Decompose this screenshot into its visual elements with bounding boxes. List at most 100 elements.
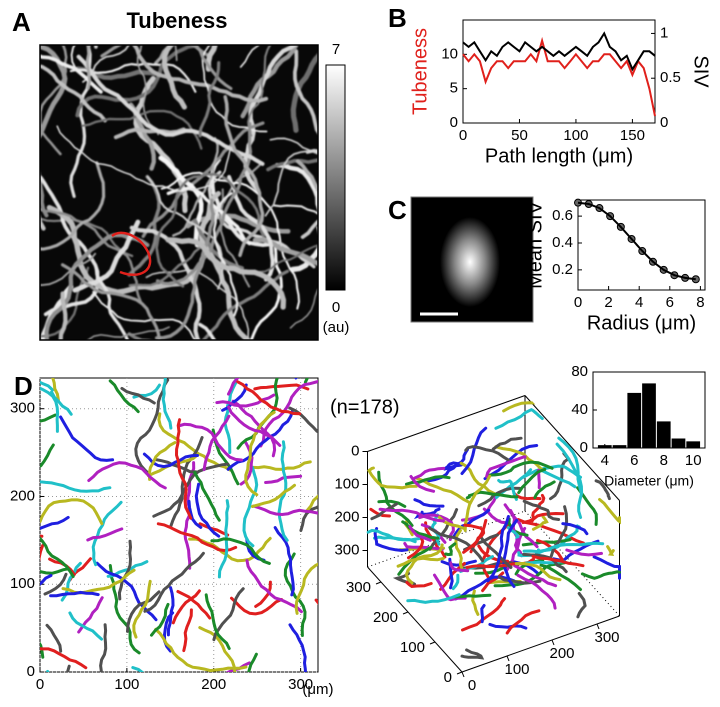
y-tick-label: 0 bbox=[27, 663, 35, 680]
vessel-trace bbox=[522, 499, 561, 521]
vessel-trace bbox=[565, 548, 603, 557]
x-tick bbox=[551, 639, 555, 646]
vessel bbox=[113, 127, 186, 140]
vessel-trace bbox=[156, 522, 238, 553]
vessel-trace bbox=[40, 480, 112, 493]
y2-tick-label: 1 bbox=[660, 24, 668, 41]
vessel-trace bbox=[40, 413, 57, 423]
x-tick bbox=[506, 655, 510, 662]
vessel-trace bbox=[454, 593, 492, 599]
vessel-trace bbox=[132, 579, 152, 639]
vessel bbox=[40, 207, 143, 304]
psf-frame bbox=[410, 196, 534, 323]
vessel-trace bbox=[210, 537, 271, 565]
vessel-trace bbox=[488, 622, 528, 630]
vessel-trace bbox=[227, 405, 282, 447]
vessel bbox=[295, 159, 318, 193]
vessel-trace bbox=[460, 426, 488, 475]
x-tick-label: 50 bbox=[511, 127, 528, 144]
x-tick-label: 8 bbox=[660, 452, 668, 469]
vessel-trace bbox=[40, 380, 55, 392]
x-tick-label: 300 bbox=[594, 629, 619, 646]
vessel bbox=[166, 186, 252, 246]
vessel-trace bbox=[294, 562, 318, 615]
series-line bbox=[462, 36, 656, 117]
x-tick-label: 6 bbox=[666, 294, 674, 311]
vessel-trace bbox=[465, 490, 519, 500]
vessel bbox=[86, 326, 170, 340]
vessel-trace bbox=[166, 586, 175, 637]
vessel bbox=[40, 161, 106, 251]
vessel-trace bbox=[242, 465, 259, 548]
y-tick-label: 200 bbox=[10, 487, 35, 504]
vessel-trace bbox=[460, 648, 485, 660]
vessel bbox=[75, 45, 198, 118]
vessel-trace bbox=[486, 460, 554, 477]
vessel-trace bbox=[444, 542, 457, 556]
vessel-trace bbox=[87, 461, 167, 490]
y-tick-label: 0 bbox=[580, 439, 588, 456]
vessel bbox=[127, 269, 290, 340]
vessel-trace bbox=[147, 441, 177, 481]
vessel-trace bbox=[40, 647, 88, 670]
vessel-trace bbox=[373, 527, 409, 553]
vessel bbox=[249, 244, 283, 340]
vessel-trace bbox=[59, 415, 115, 462]
vessel bbox=[40, 175, 100, 317]
vessel-trace bbox=[91, 500, 123, 567]
plot-frame bbox=[462, 19, 656, 124]
box-edge bbox=[524, 395, 620, 501]
vessel-trace bbox=[413, 498, 445, 508]
vessel bbox=[44, 232, 150, 340]
y-tick-label: 10 bbox=[441, 45, 458, 62]
vessel-trace bbox=[154, 627, 248, 672]
x-tick-label: 100 bbox=[114, 676, 139, 693]
x-tick-label: 300 bbox=[288, 676, 313, 693]
vessel-trace bbox=[397, 546, 433, 576]
vessel bbox=[193, 218, 244, 270]
vessel-trace bbox=[252, 504, 318, 517]
vessel-trace bbox=[40, 567, 71, 575]
bar bbox=[612, 445, 627, 448]
vessel-trace bbox=[254, 580, 272, 608]
vessel-trace bbox=[259, 379, 318, 448]
vessel bbox=[58, 291, 68, 340]
y-tick-label: 5 bbox=[450, 80, 458, 97]
vessel bbox=[272, 204, 318, 215]
vessel bbox=[40, 45, 68, 156]
vessel-trace bbox=[40, 536, 75, 578]
vessel-trace bbox=[378, 507, 445, 523]
vessel-trace bbox=[108, 379, 140, 414]
vessel bbox=[129, 225, 202, 340]
vessel-trace bbox=[513, 564, 558, 588]
vessel bbox=[128, 246, 202, 287]
vessel-trace bbox=[480, 604, 486, 624]
bar bbox=[642, 383, 656, 448]
y-axis-label: SIV bbox=[690, 55, 712, 88]
vessel-trace bbox=[533, 480, 556, 499]
vessel bbox=[160, 171, 301, 310]
vessel bbox=[243, 45, 298, 193]
vessel-trace bbox=[245, 559, 303, 614]
z-tick-label: 100 bbox=[334, 475, 359, 492]
vessel-trace bbox=[502, 518, 519, 588]
vessel-trace bbox=[502, 401, 536, 413]
vessel bbox=[290, 52, 318, 133]
vessel-trace bbox=[236, 380, 302, 416]
vessel-trace bbox=[418, 513, 455, 541]
vessel bbox=[252, 237, 318, 267]
vessel-trace bbox=[50, 390, 73, 416]
vessel-trace bbox=[49, 590, 100, 598]
vessel-trace bbox=[403, 542, 444, 552]
vessel-trace bbox=[171, 589, 201, 625]
y-tick-label: 300 bbox=[10, 400, 35, 417]
vessel-trace bbox=[606, 545, 615, 557]
vessel-trace bbox=[521, 538, 572, 547]
vessel bbox=[40, 64, 107, 123]
vessel bbox=[223, 95, 265, 258]
vessel bbox=[266, 158, 318, 172]
x-tick bbox=[596, 623, 600, 630]
y2-tick-label: 0.5 bbox=[660, 69, 681, 86]
vessel-trace bbox=[247, 652, 258, 672]
vessel-trace bbox=[117, 539, 133, 601]
